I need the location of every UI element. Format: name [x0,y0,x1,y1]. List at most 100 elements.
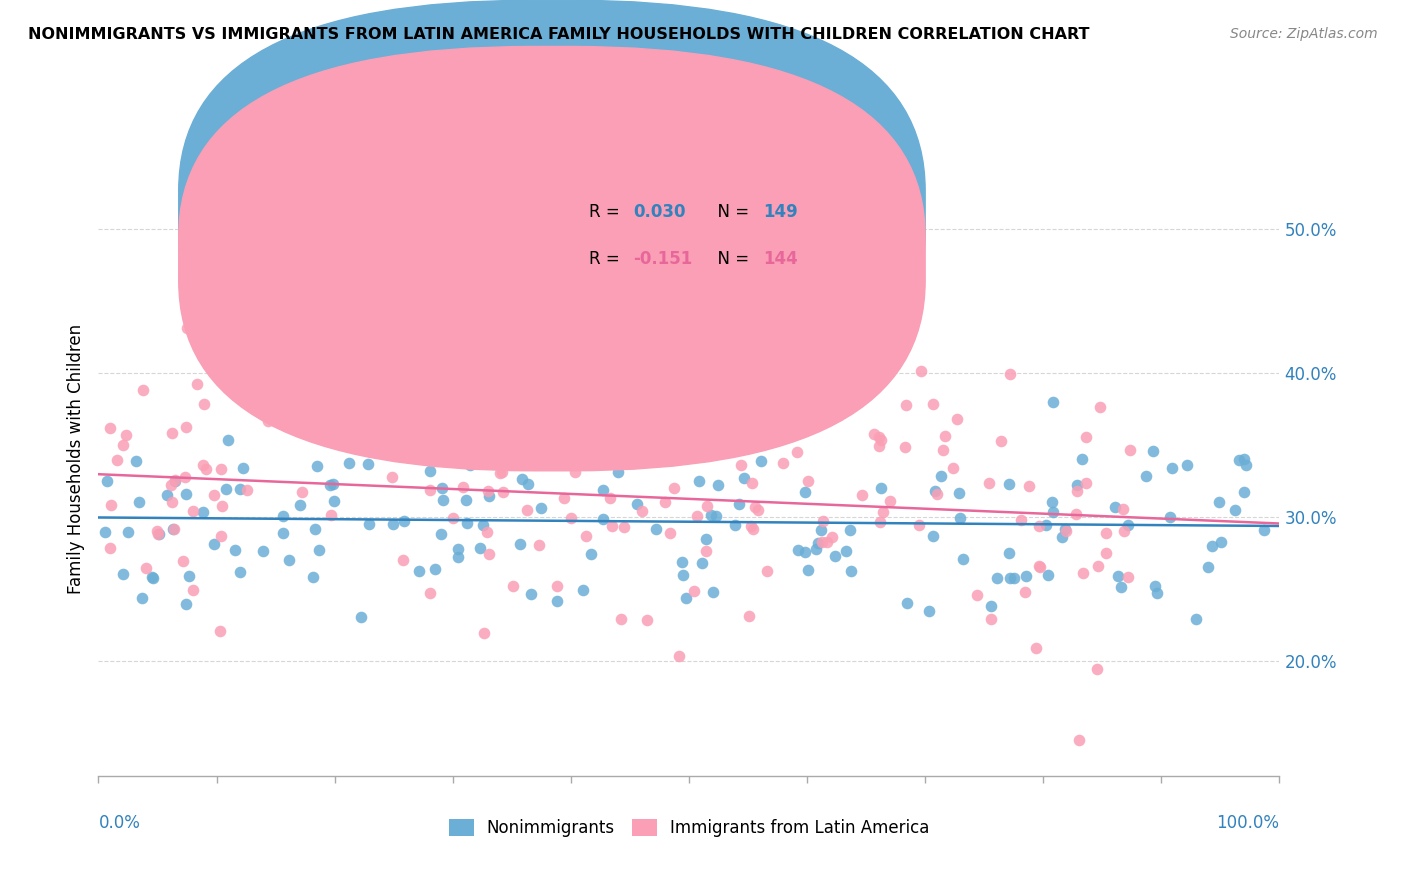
Point [100,498,122,512]
Point [693,448,716,462]
Point [598,439,620,453]
Point [380,381,402,395]
Point [787,543,810,558]
Point [337,456,360,470]
Point [592,511,614,525]
Point [626,497,648,511]
Point [179,569,201,583]
Point [728,497,751,511]
Point [117,525,139,540]
Point [1211,535,1233,549]
Point [236,483,259,498]
Point [1227,453,1250,467]
Point [209,624,232,638]
Point [193,397,215,411]
Point [131,591,153,605]
Point [662,482,685,496]
Point [1233,452,1256,467]
Point [738,609,761,624]
Point [592,483,614,497]
Point [429,450,451,465]
Point [922,529,945,543]
Point [1029,559,1052,574]
Point [509,537,531,551]
Point [894,398,917,412]
Point [432,481,454,495]
Point [744,500,766,515]
Point [1253,524,1275,538]
Point [952,552,974,566]
Point [894,440,917,454]
Point [447,550,470,565]
Point [797,474,820,488]
Point [141,570,163,584]
Text: -0.151: -0.151 [634,250,693,268]
Point [696,500,718,514]
Point [1036,567,1059,582]
Point [174,487,197,501]
Point [186,376,208,391]
Point [408,564,430,578]
Point [202,488,225,502]
Point [922,397,945,411]
Point [1000,368,1022,382]
Y-axis label: Family Households with Children: Family Households with Children [66,325,84,594]
Point [610,612,633,626]
Point [229,222,252,236]
Point [1116,570,1139,584]
Point [323,494,346,508]
Point [942,460,965,475]
Point [1066,484,1088,499]
Point [700,508,723,522]
Point [631,504,654,518]
Text: 149: 149 [763,203,799,221]
Point [1000,571,1022,585]
Point [870,481,893,495]
Text: N =: N = [707,250,754,268]
Point [419,483,441,497]
Point [870,434,893,448]
Point [704,508,727,523]
Point [741,476,763,491]
Point [724,517,747,532]
Point [815,534,838,549]
Point [929,469,952,483]
Point [533,392,555,407]
Point [572,582,595,597]
Point [128,495,150,509]
Point [1161,460,1184,475]
Point [1201,539,1223,553]
Point [1042,505,1064,519]
Point [772,456,794,470]
Point [271,526,294,541]
Point [810,523,832,537]
Point [835,544,858,558]
FancyBboxPatch shape [179,0,925,425]
Point [305,458,328,473]
Point [229,565,252,579]
Point [356,457,378,471]
Point [491,465,513,479]
Point [998,477,1021,491]
Point [1028,519,1050,533]
Point [1070,451,1092,466]
Point [564,465,586,479]
Point [690,556,713,570]
Text: NONIMMIGRANTS VS IMMIGRANTS FROM LATIN AMERICA FAMILY HOUSEHOLDS WITH CHILDREN C: NONIMMIGRANTS VS IMMIGRANTS FROM LATIN A… [28,27,1090,42]
Point [695,544,717,558]
Point [384,327,406,342]
Point [1087,559,1109,574]
Point [502,579,524,593]
Point [896,596,918,610]
Point [1112,501,1135,516]
Point [319,508,342,522]
Point [824,549,846,564]
Point [520,586,543,600]
Point [949,511,972,525]
Point [932,442,955,457]
Text: 0.030: 0.030 [634,203,686,221]
Point [820,251,842,265]
Point [132,383,155,397]
Point [794,545,817,559]
Point [1074,476,1097,491]
